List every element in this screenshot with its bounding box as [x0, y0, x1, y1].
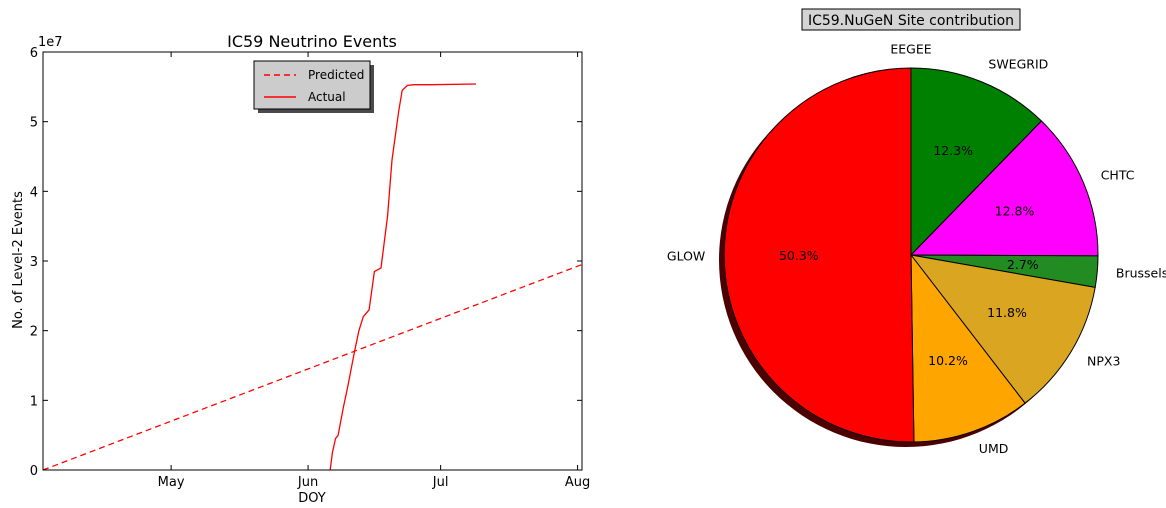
y-tick-label: 2 — [30, 325, 38, 340]
x-tick-label: Jul — [432, 475, 449, 490]
x-tick-label: Jun — [297, 475, 318, 490]
line-chart-plot-area: 0 1 2 3 4 5 6 May Jun Jul Aug — [30, 46, 591, 490]
x-tick-label: Aug — [565, 475, 590, 490]
plot-frame — [42, 51, 583, 471]
y-tick-label: 3 — [30, 255, 38, 270]
pie-chart: IC59.NuGeN Site contribution EEGEE0.0%SW… — [667, 8, 1166, 456]
pie-label-eegee: EEGEE — [890, 41, 931, 56]
line-chart: IC59 Neutrino Events 1e7 0 1 2 3 4 5 6 May Jun Ju… — [11, 32, 590, 506]
pie-slice-npx3 — [909, 254, 1096, 404]
y-tick-label: 6 — [30, 46, 38, 61]
pie-chart-title: IC59.NuGeN Site contribution — [808, 13, 1014, 29]
pie-pct-umd: 10.2% — [928, 353, 968, 368]
legend-label-actual: Actual — [308, 90, 346, 104]
pie-label-glow: GLOW — [667, 249, 705, 264]
y-tick-label: 4 — [30, 185, 38, 200]
y-tick-label: 1 — [30, 394, 38, 409]
x-tick-label: May — [158, 475, 185, 490]
line-chart-title: IC59 Neutrino Events — [227, 32, 397, 51]
pie-pct-glow: 50.3% — [779, 248, 819, 263]
pie-pct-brussels: 2.7% — [1007, 257, 1039, 272]
pie-pct-npx3: 11.8% — [987, 305, 1027, 320]
legend-box — [253, 60, 371, 110]
pie-slice-glow — [723, 67, 915, 443]
y-tick-label: 0 — [30, 464, 38, 479]
pie-pct-swegrid: 12.3% — [933, 143, 973, 158]
y-tick-label: 5 — [30, 116, 38, 131]
pie-label-swegrid: SWEGRID — [988, 56, 1048, 71]
pie-pct-chtc: 12.8% — [995, 204, 1035, 219]
series-line-actual — [329, 83, 477, 470]
y-axis-label: No. of Level-2 Events — [11, 191, 26, 329]
series-group — [43, 83, 582, 470]
pie-label-brussels: Brussels — [1116, 265, 1166, 280]
legend-label-predicted: Predicted — [308, 68, 364, 82]
legend: Predicted Actual — [253, 60, 374, 113]
pie-slice-umd — [910, 253, 1026, 443]
pie-body: EEGEE0.0%SWEGRID12.3%CHTC12.8%Brussels2.… — [667, 41, 1166, 456]
pie-slice-swegrid — [910, 67, 1043, 257]
pie-label-umd: UMD — [979, 441, 1009, 456]
y-axis-offset-label: 1e7 — [38, 35, 63, 50]
series-line-predicted — [43, 263, 582, 470]
pie-label-npx3: NPX3 — [1087, 354, 1120, 369]
pie-slice-chtc — [909, 120, 1099, 257]
pie-label-chtc: CHTC — [1101, 168, 1135, 183]
pie-chart-title-box — [801, 8, 1021, 31]
x-axis-label: DOY — [298, 491, 326, 506]
